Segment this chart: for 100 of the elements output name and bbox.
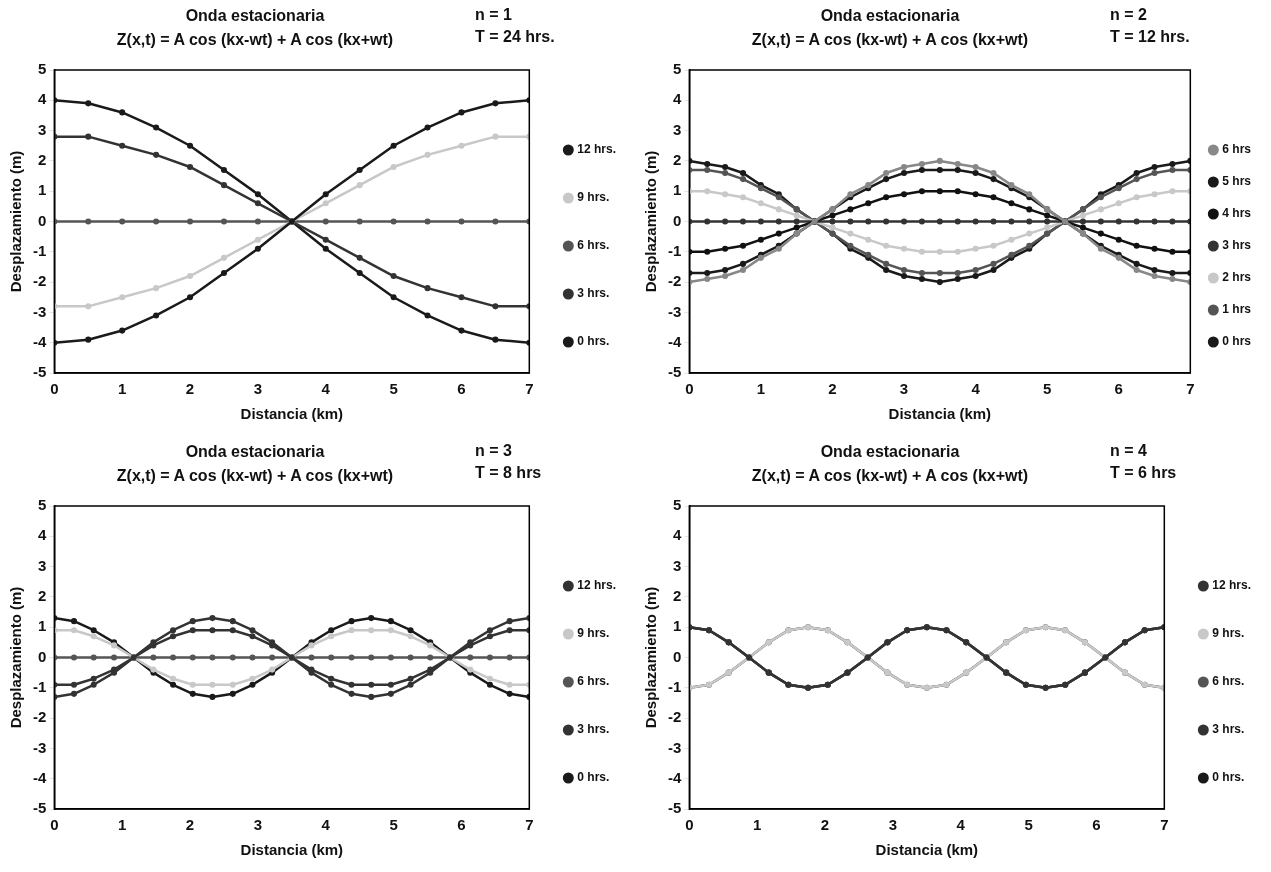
y-tick-label: -2 [667,708,682,726]
x-tick-label: 4 [971,380,981,398]
y-tick-label: -3 [667,302,682,320]
y-tick-label: -5 [32,799,47,817]
chart-title: Onda estacionaria [820,443,960,460]
legend-label: 0 hrs. [1212,770,1245,785]
y-tick-label: -3 [32,302,47,320]
y-tick-label: 2 [37,151,47,169]
chart-title: Onda estacionaria [185,7,325,24]
legend-label: 6 hrs. [577,674,610,689]
x-tick-label: 2 [828,380,837,398]
y-tick-label: 3 [672,120,682,138]
legend-label: 1 hrs [1222,302,1252,317]
x-tick-label: 4 [956,816,966,834]
text: T = 24 hrs. [475,27,555,47]
legend-label: 6 hrs [1222,142,1252,157]
x-tick-label: 6 [1114,380,1123,398]
x-tick-label: 0 [685,380,694,398]
x-axis-title: Distancia (km) [888,405,992,423]
text: T = 6 hrs [1110,463,1177,483]
x-tick-label: 1 [118,816,127,834]
x-tick-label: 2 [820,816,830,834]
x-axis-title: Distancia (km) [875,841,979,859]
y-tick-label: 4 [37,526,47,544]
x-tick-label: 3 [899,380,909,398]
text: n = 2 [1110,5,1148,25]
y-tick-label: 5 [37,496,47,514]
chart-subtitle: Z(x,t) = A cos (kx-wt) + A cos (kx+wt) [116,467,394,484]
x-tick-label: 0 [50,816,59,834]
legend-label: 3 hrs. [1212,722,1245,737]
y-tick-label: -5 [32,363,47,381]
x-tick-label: 5 [389,816,398,834]
legend-label: 0 hrs [1222,334,1252,349]
x-tick-label: 0 [685,816,694,834]
x-tick-label: 1 [118,380,127,398]
legend-label: 6 hrs. [577,238,610,253]
y-tick-label: 2 [672,151,682,169]
x-tick-label: 1 [756,380,766,398]
chart-subtitle: Z(x,t) = A cos (kx-wt) + A cos (kx+wt) [751,31,1029,48]
y-tick-label: 5 [672,60,682,78]
text: n = 4 [1110,441,1148,461]
x-tick-label: 5 [1024,816,1033,834]
chart-subtitle: Z(x,t) = A cos (kx-wt) + A cos (kx+wt) [751,467,1029,484]
legend-label: 2 hrs [1222,270,1252,285]
y-tick-label: -4 [32,768,47,786]
y-tick-label: -1 [32,677,47,695]
y-tick-label: 1 [672,617,682,635]
text: T = 8 hrs [475,463,542,483]
legend-label: 9 hrs. [577,626,610,641]
x-axis-title: Distancia (km) [240,405,344,423]
text: n = 3 [475,441,513,461]
y-tick-label: -2 [32,708,47,726]
y-tick-label: -2 [667,272,682,290]
y-tick-label: -5 [667,799,682,817]
y-tick-label: -4 [32,332,47,350]
legend-label: 5 hrs [1222,174,1252,189]
y-axis-title: Desplazamiento (m) [642,586,660,729]
legend-label: 3 hrs. [577,286,610,301]
legend-label: 6 hrs. [1212,674,1245,689]
y-tick-label: -1 [667,677,682,695]
chart-title: Onda estacionaria [820,7,960,24]
x-tick-label: 7 [1160,816,1169,834]
legend-label: 12 hrs. [1212,578,1252,593]
y-tick-label: 0 [672,647,682,665]
y-tick-label: -4 [667,332,682,350]
x-tick-label: 3 [253,380,263,398]
legend-label: 12 hrs. [577,142,617,157]
text: n = 1 [475,5,513,25]
y-tick-label: -2 [32,272,47,290]
y-tick-label: -3 [32,738,47,756]
y-tick-label: 0 [672,211,682,229]
y-tick-label: -5 [667,363,682,381]
y-tick-label: 1 [37,181,47,199]
y-tick-label: 4 [37,90,47,108]
x-axis-title: Distancia (km) [240,841,344,859]
x-tick-label: 2 [185,816,195,834]
legend-label: 4 hrs [1222,206,1252,221]
text: T = 12 hrs. [1110,27,1190,47]
legend-label: 3 hrs [1222,238,1252,253]
x-tick-label: 7 [525,816,534,834]
chart-title: Onda estacionaria [185,443,325,460]
y-axis-title: Desplazamiento (m) [642,150,660,293]
x-tick-label: 4 [321,816,331,834]
y-axis-title: Desplazamiento (m) [7,586,25,729]
y-tick-label: 3 [672,556,682,574]
y-tick-label: 3 [37,556,47,574]
y-tick-label: 2 [37,587,47,605]
x-tick-label: 1 [753,816,762,834]
y-tick-label: 4 [672,526,682,544]
x-tick-label: 2 [185,380,195,398]
x-tick-label: 0 [50,380,59,398]
x-tick-label: 5 [1043,380,1052,398]
x-tick-label: 6 [1092,816,1101,834]
y-tick-label: 1 [37,617,47,635]
x-tick-label: 5 [389,380,398,398]
y-tick-label: 3 [37,120,47,138]
x-tick-label: 3 [888,816,898,834]
y-tick-label: 0 [37,647,47,665]
y-tick-label: -3 [667,738,682,756]
y-tick-label: -1 [32,241,47,259]
